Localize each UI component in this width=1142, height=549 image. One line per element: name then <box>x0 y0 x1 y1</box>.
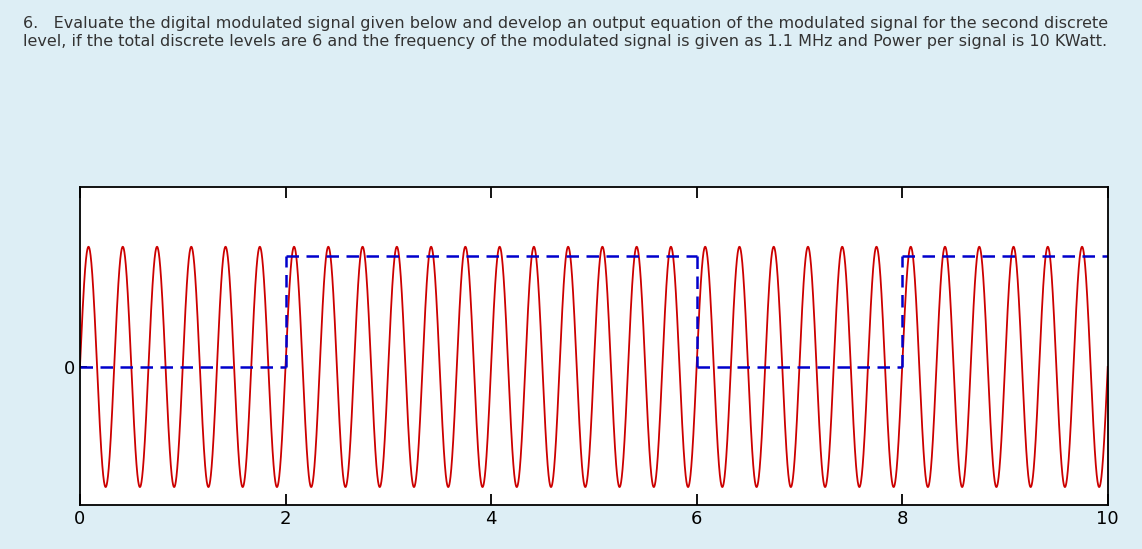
Text: 6.   Evaluate the digital modulated signal given below and develop an output equ: 6. Evaluate the digital modulated signal… <box>23 16 1108 49</box>
